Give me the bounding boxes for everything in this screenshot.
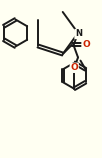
Text: N: N — [75, 30, 82, 39]
Text: O: O — [70, 63, 78, 72]
Text: O: O — [82, 40, 90, 49]
